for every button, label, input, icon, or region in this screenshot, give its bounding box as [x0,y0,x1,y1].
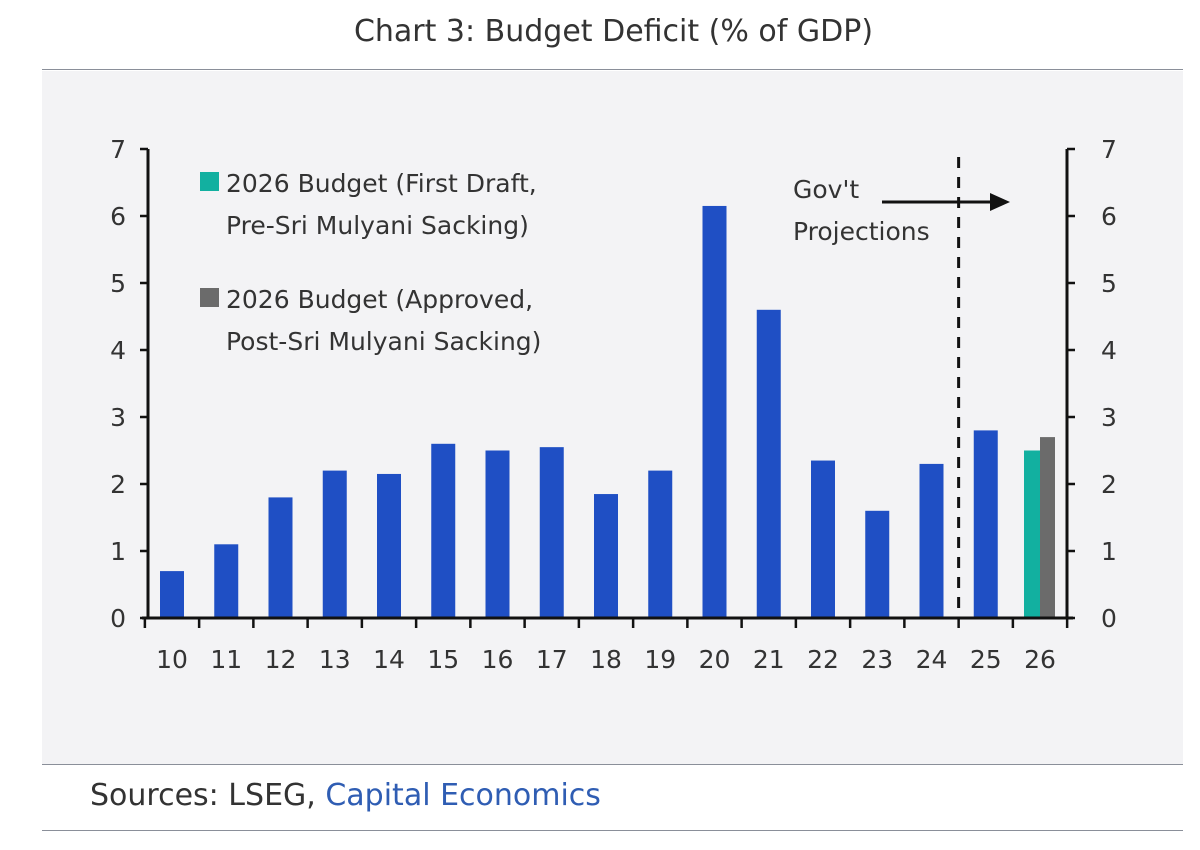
legend-label-1-line2: Pre-Sri Mulyani Sacking) [226,211,529,240]
bar-20 [702,205,727,618]
legend-swatch-1 [200,172,219,191]
legend-label-1-line1: 2026 Budget (First Draft, [226,169,537,198]
x-tick-label-19: 19 [644,645,676,674]
arrow-head-icon [990,193,1010,211]
bar-11 [214,544,239,618]
x-tick-label-14: 14 [373,645,405,674]
x-tick-label-18: 18 [590,645,622,674]
y-tick-label-right: 1 [1101,537,1117,566]
bar-26-approved [1040,437,1055,618]
x-tick-label-21: 21 [753,645,785,674]
bar-14 [377,473,401,618]
bar-24 [919,463,944,618]
bar-26-first-draft [1024,450,1040,618]
y-tick-label-left: 6 [110,202,126,231]
bar-21 [756,309,781,618]
y-tick-label-right: 6 [1101,202,1117,231]
x-tick-label-15: 15 [427,645,459,674]
bar-17 [539,447,564,618]
x-tick-label-20: 20 [699,645,731,674]
y-tick-label-left: 0 [110,604,126,633]
plot-area [42,71,1183,764]
y-tick-label-left: 5 [110,269,126,298]
bar-25 [973,430,998,618]
x-tick-label-12: 12 [265,645,297,674]
x-tick-label-10: 10 [156,645,188,674]
y-tick-label-left: 7 [110,135,126,164]
middle-rule [42,764,1183,765]
x-tick-label-17: 17 [536,645,568,674]
y-tick-label-left: 1 [110,537,126,566]
x-tick-label-23: 23 [861,645,893,674]
sources-text: Sources: LSEG, [90,778,326,813]
y-tick-label-left: 3 [110,403,126,432]
bottom-rule [42,830,1183,831]
bar-16 [485,450,510,618]
y-tick-label-right: 2 [1101,470,1117,499]
x-tick-label-11: 11 [210,645,242,674]
y-tick-label-left: 4 [110,336,126,365]
bar-19 [648,470,673,618]
bar-22 [811,460,835,618]
bar-12 [268,497,293,618]
chart-title: Chart 3: Budget Deficit (% of GDP) [353,14,874,49]
y-tick-label-right: 7 [1101,135,1117,164]
x-tick-label-13: 13 [319,645,351,674]
bar-23 [865,510,890,618]
bar-18 [594,494,618,618]
y-tick-label-right: 0 [1101,604,1117,633]
bar-15 [431,443,456,618]
x-tick-label-24: 24 [916,645,948,674]
x-tick-label-22: 22 [807,645,839,674]
x-tick-label-16: 16 [482,645,514,674]
legend-label-2-line2: Post-Sri Mulyani Sacking) [226,327,541,356]
sources-link[interactable]: Capital Economics [325,778,601,813]
annotation-line1: Gov't [793,175,859,204]
legend-label-2-line1: 2026 Budget (Approved, [226,285,533,314]
y-tick-label-right: 5 [1101,269,1117,298]
sources: Sources: LSEG, Capital Economics [90,778,601,813]
bar-13 [322,470,347,618]
y-tick-label-right: 4 [1101,336,1117,365]
bar-10 [160,571,184,618]
x-tick-label-25: 25 [970,645,1002,674]
legend-swatch-2 [200,288,219,307]
top-rule [42,69,1183,70]
x-tick-label-26: 26 [1024,645,1056,674]
annotation-line2: Projections [793,217,930,246]
y-tick-label-left: 2 [110,470,126,499]
y-tick-label-right: 3 [1101,403,1117,432]
